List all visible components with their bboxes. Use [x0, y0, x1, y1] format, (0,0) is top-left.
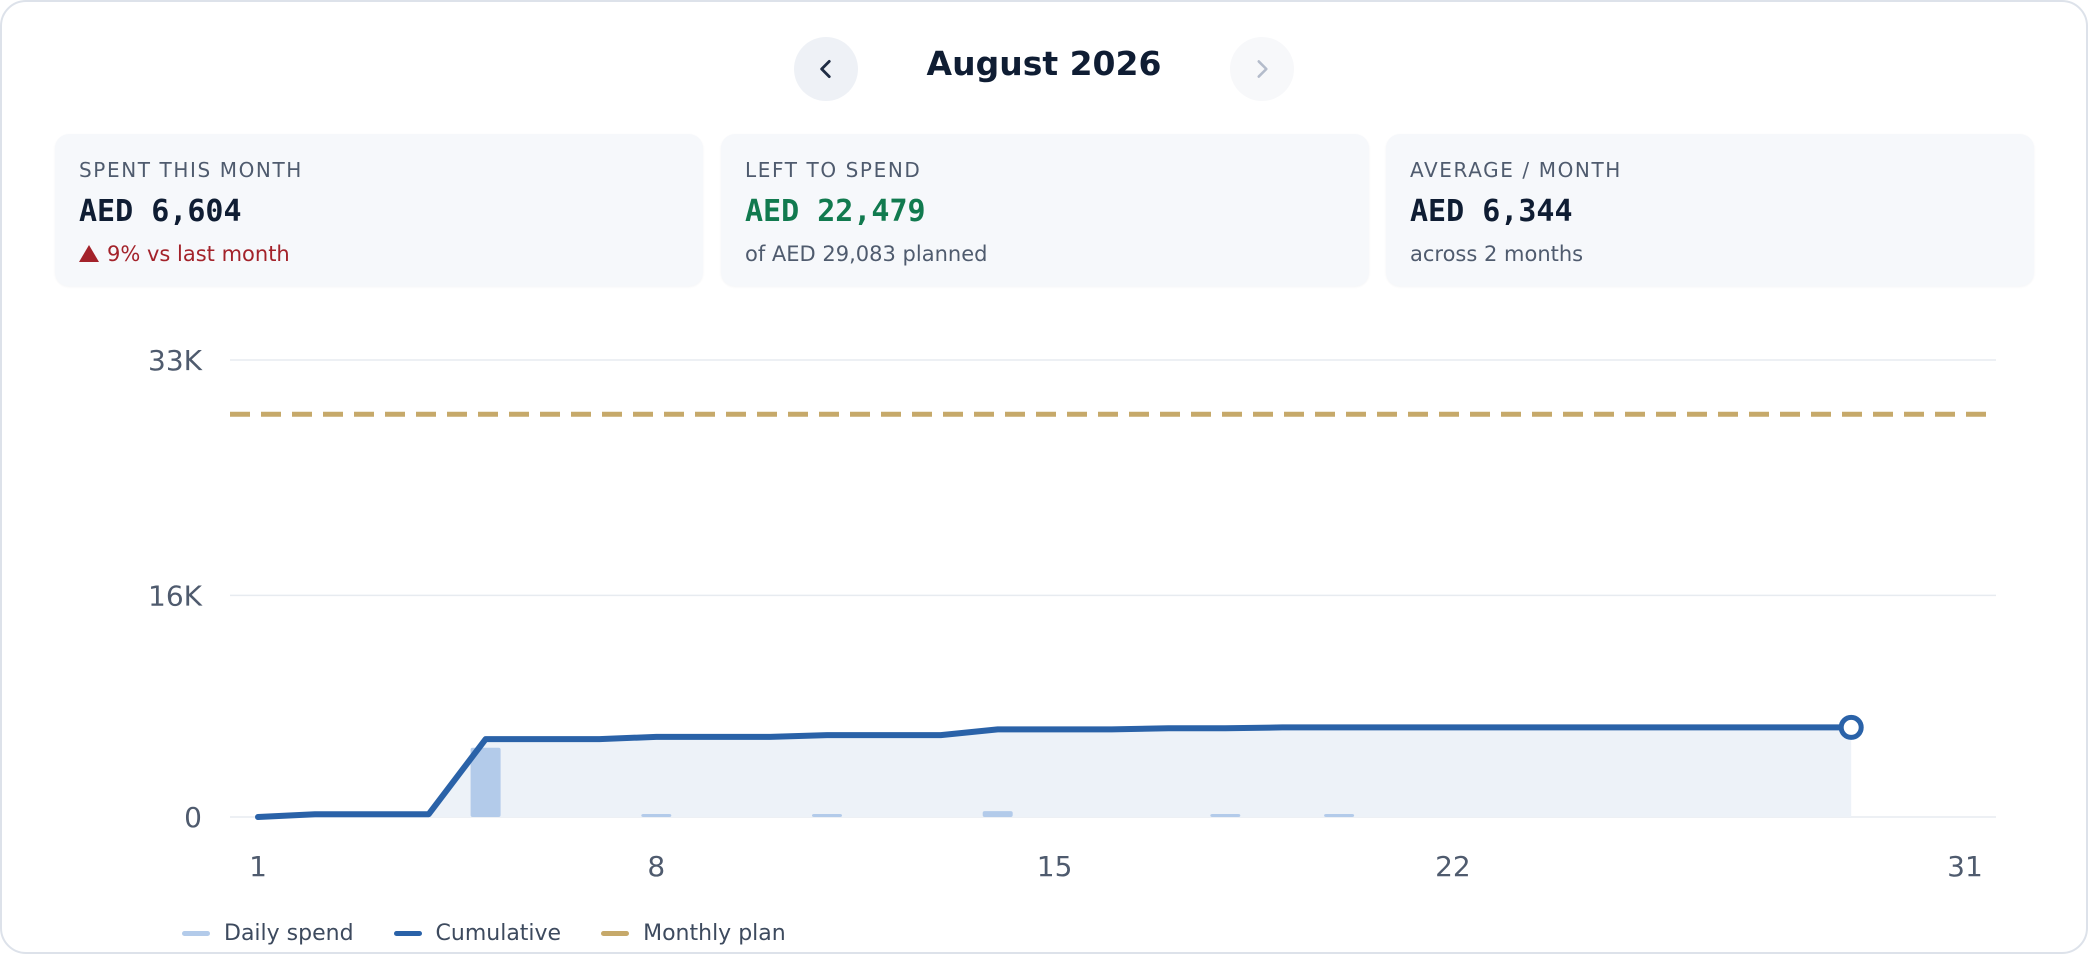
month-navigator: August 2026	[0, 0, 2088, 140]
cumulative-line	[255, 724, 1855, 820]
daily-spend-bar	[641, 814, 672, 817]
x-tick-label: 15	[1037, 850, 1073, 883]
legend-daily-spend: Daily spend	[182, 921, 354, 946]
triangle-up-icon	[79, 245, 99, 262]
x-tick-label: 8	[647, 850, 665, 883]
cumulative-area	[258, 727, 1852, 817]
card-sub: of AED 29,083 planned	[745, 242, 988, 266]
daily-spend-bar	[812, 814, 842, 817]
previous-month-button[interactable]	[794, 37, 858, 101]
legend-cumulative: Cumulative	[393, 920, 562, 946]
average-month-card: AVERAGE / MONTH AED 6,344 across 2 month…	[1386, 134, 2034, 286]
daily-spend-bar	[470, 747, 501, 817]
legend-label: Cumulative	[435, 920, 562, 946]
legend-swatch	[393, 930, 422, 936]
card-label: SPENT THIS MONTH	[79, 158, 303, 182]
card-value: AED 22,479	[745, 194, 926, 229]
card-value: AED 6,344	[1410, 194, 1573, 229]
y-tick-label: 33K	[148, 344, 203, 377]
daily-spend-bar	[1324, 814, 1355, 817]
card-label: AVERAGE / MONTH	[1410, 158, 1622, 182]
spent-this-month-card: SPENT THIS MONTH AED 6,604 9% vs last mo…	[55, 134, 703, 286]
legend-swatch	[182, 930, 210, 936]
legend-monthly-plan: Monthly plan	[601, 921, 786, 946]
card-value: AED 6,604	[79, 194, 242, 229]
legend-label: Daily spend	[224, 920, 354, 946]
card-sub: across 2 months	[1410, 242, 1584, 266]
x-tick-label: 22	[1435, 850, 1471, 883]
next-month-button[interactable]	[1230, 37, 1294, 101]
chart-legend: Daily spend Cumulative Monthly plan	[182, 918, 826, 948]
card-label: LEFT TO SPEND	[745, 158, 922, 182]
chevron-left-icon	[820, 60, 831, 78]
daily-spend-bar	[1210, 814, 1241, 817]
daily-spend-bar	[982, 811, 1013, 817]
x-tick-label: 1	[249, 850, 267, 883]
legend-swatch	[601, 930, 630, 936]
month-title: August 2026	[926, 44, 1162, 83]
legend-label: Monthly plan	[643, 920, 786, 946]
card-change: 9% vs last month	[79, 242, 290, 266]
y-tick-label: 0	[184, 801, 202, 834]
chevron-right-icon	[1257, 60, 1268, 78]
cumulative-endpoint[interactable]	[1838, 714, 1864, 740]
left-to-spend-card: LEFT TO SPEND AED 22,479 of AED 29,083 p…	[721, 134, 1369, 286]
y-tick-label: 16K	[148, 579, 203, 612]
card-change-text: 9% vs last month	[107, 242, 290, 266]
x-tick-label: 31	[1947, 850, 1983, 883]
